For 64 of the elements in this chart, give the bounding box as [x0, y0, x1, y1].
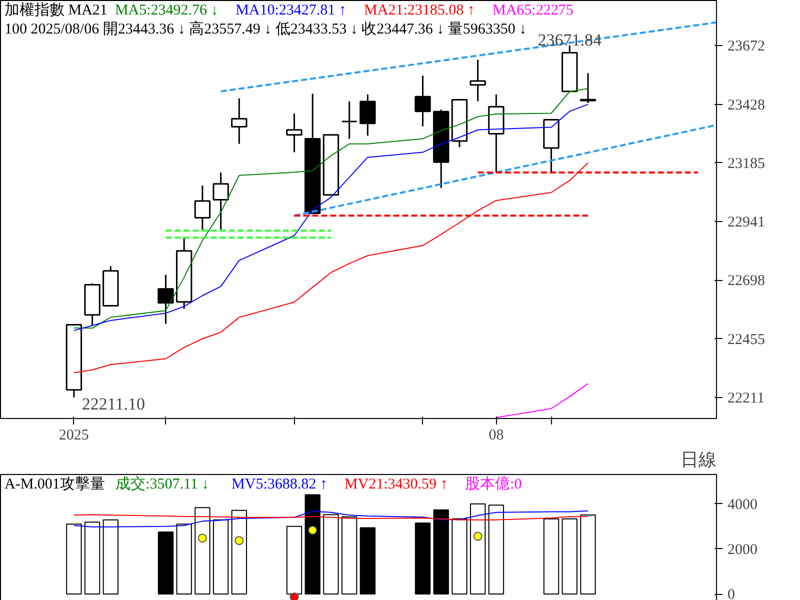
point — [198, 534, 207, 543]
y-tick-label: 2000 — [728, 542, 758, 558]
point — [473, 532, 482, 541]
y-tick-label: 4000 — [728, 496, 758, 513]
bar — [158, 532, 174, 595]
bar — [323, 514, 339, 595]
annotation: 23671.84 — [538, 30, 602, 50]
bar — [176, 524, 192, 595]
candlestick — [158, 274, 174, 325]
text: 日線 — [680, 450, 716, 470]
bar — [212, 519, 229, 595]
chart-title: A-M.001攻擊量 — [4, 476, 105, 492]
annotation: 100 2025/08/06 開23443.36 ↓ 高23557.49 ↓ 低23433.53 ↓ 收23447.36 ↓ 量5963350 ↓ — [4, 20, 527, 38]
bar — [194, 507, 210, 595]
y-tick-label: 22211 — [728, 390, 764, 407]
candlestick — [360, 94, 376, 136]
bar — [562, 518, 578, 595]
bar — [102, 519, 118, 595]
series-label: MV5:3688.82 ↑ — [232, 476, 328, 492]
series-label: 成交:3507.11 ↓ — [116, 476, 210, 492]
candlestick — [470, 59, 486, 102]
series-label: MV21:3430.59 ↑ — [344, 476, 448, 492]
annotation: 22211.10 — [82, 394, 146, 414]
bar — [341, 516, 358, 595]
y-tick-label: 0 — [728, 587, 735, 600]
bar — [414, 522, 431, 595]
bar — [452, 518, 468, 595]
x-tick-label: 2025 — [58, 428, 89, 444]
candlestick — [194, 184, 211, 230]
bar — [231, 510, 248, 595]
x-tick-label: 08 — [488, 428, 504, 444]
bar — [286, 526, 302, 595]
candlestick — [414, 74, 431, 128]
bar — [304, 494, 320, 595]
y-tick-label: 22941 — [728, 214, 765, 231]
bar — [66, 524, 82, 595]
candlestick — [212, 172, 229, 230]
text: MA65:22275 — [492, 2, 574, 18]
chart-title: 加權指數 MA21 — [4, 2, 108, 18]
line-series — [73, 510, 588, 528]
annotation: 股本億:0 — [465, 476, 522, 492]
y-tick-label: 22455 — [728, 332, 765, 348]
text: MA21:23185.08 ↑ — [364, 2, 475, 18]
bar — [488, 504, 504, 595]
bar — [433, 509, 449, 595]
bar — [543, 518, 560, 595]
bar — [470, 503, 486, 595]
bar — [580, 514, 596, 595]
text: MA5:23492.76 ↓ — [114, 2, 218, 18]
point — [234, 536, 244, 546]
y-tick-label: 23185 — [728, 156, 765, 172]
text: MA10:23427.81 ↑ — [236, 2, 346, 18]
candlestick — [231, 98, 248, 145]
line-series — [496, 383, 588, 418]
y-tick-label: 23428 — [728, 97, 765, 114]
candlestick — [286, 112, 302, 154]
point — [290, 592, 299, 600]
point — [308, 526, 318, 535]
bar — [360, 527, 376, 595]
y-tick-label: 23672 — [728, 38, 765, 55]
y-tick-label: 22698 — [728, 273, 765, 290]
candlestick — [580, 72, 596, 104]
bar — [84, 522, 100, 595]
candlestick — [341, 100, 358, 140]
